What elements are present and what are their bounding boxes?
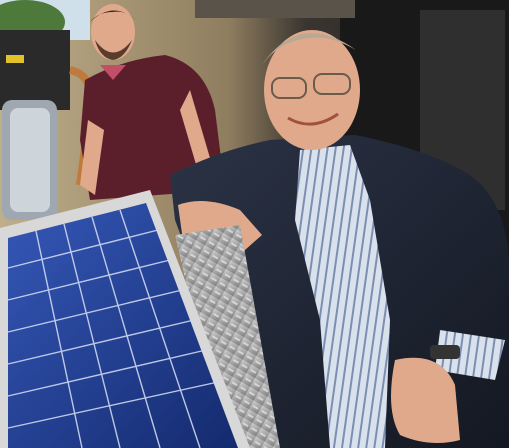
solar-panel [0, 190, 250, 448]
striped-shirt [295, 145, 390, 448]
standing-man-head [91, 4, 135, 60]
standing-man [80, 4, 225, 200]
glasses-right-lens [313, 73, 351, 95]
standing-man-collar [100, 65, 126, 80]
standing-man-beard [95, 40, 132, 60]
diamond-plate [175, 225, 280, 448]
solar-panel-cells [8, 203, 238, 448]
glasses-left-lens [271, 77, 307, 99]
wall-trim [195, 0, 355, 18]
seated-man-head [264, 30, 360, 150]
equipment-label [6, 55, 24, 63]
equipment-box [0, 30, 70, 110]
standing-man-arm-left [80, 120, 104, 195]
solar-panel-grid [7, 209, 219, 448]
smile [287, 112, 339, 126]
equipment-cylinder-inner [10, 108, 50, 212]
shirt-cuff [435, 330, 505, 380]
standing-man-shirt [80, 55, 225, 200]
seated-man-hand-right [391, 357, 460, 444]
wristwatch [430, 345, 460, 359]
